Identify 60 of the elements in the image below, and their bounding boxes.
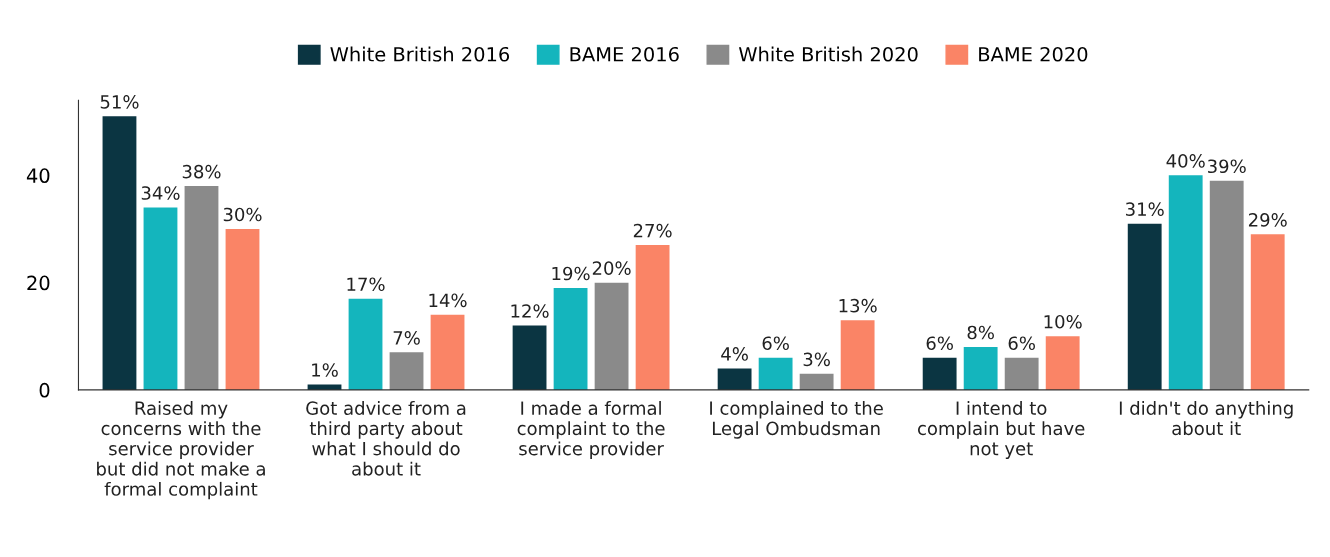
bar bbox=[963, 346, 998, 390]
data-label: 1% bbox=[312, 363, 338, 377]
x-tick-label: Got advice from a third party about what I should do about it bbox=[306, 401, 466, 476]
bar bbox=[1045, 336, 1080, 390]
legend-label: BAME 2016 bbox=[570, 46, 679, 62]
bar bbox=[635, 245, 670, 390]
data-label: 7% bbox=[393, 331, 420, 345]
bar bbox=[717, 368, 752, 390]
data-label: 34% bbox=[141, 186, 180, 200]
bar bbox=[348, 298, 383, 390]
bar bbox=[184, 186, 219, 390]
data-label: 29% bbox=[1248, 213, 1287, 227]
data-label: 20% bbox=[592, 261, 631, 275]
y-tick-label: 20 bbox=[27, 275, 50, 291]
bar bbox=[1004, 357, 1039, 390]
legend-label: White British 2020 bbox=[738, 46, 918, 62]
data-label: 13% bbox=[839, 298, 877, 313]
x-tick-label: I didn't do anything about it bbox=[1119, 401, 1293, 436]
bar bbox=[102, 116, 137, 390]
y-tick-label: 0 bbox=[39, 382, 50, 398]
legend-label: White British 2016 bbox=[330, 46, 510, 62]
data-label: 10% bbox=[1044, 314, 1082, 329]
data-label: 8% bbox=[967, 325, 994, 340]
bar bbox=[799, 373, 834, 390]
data-label: 14% bbox=[429, 293, 467, 308]
data-label: 38% bbox=[182, 164, 221, 179]
data-label: 17% bbox=[347, 277, 385, 292]
bar bbox=[1127, 223, 1162, 390]
bar bbox=[758, 357, 793, 390]
x-tick-label: I intend to complain but have not yet bbox=[917, 401, 1085, 459]
bar bbox=[1209, 180, 1244, 390]
data-label: 3% bbox=[803, 352, 830, 367]
bar bbox=[922, 357, 957, 390]
data-label: 27% bbox=[633, 223, 672, 238]
bar bbox=[225, 228, 260, 390]
bar bbox=[1250, 234, 1285, 390]
legend-label: BAME 2020 bbox=[979, 46, 1088, 62]
y-tick-label: 40 bbox=[26, 168, 50, 184]
bar bbox=[553, 287, 588, 390]
data-label: 40% bbox=[1166, 154, 1205, 168]
data-label: 19% bbox=[552, 266, 590, 281]
data-label: 51% bbox=[100, 95, 139, 109]
data-label: 30% bbox=[223, 207, 262, 222]
bar bbox=[143, 207, 178, 390]
data-label: 39% bbox=[1208, 159, 1246, 174]
bar bbox=[840, 320, 875, 390]
data-label: 6% bbox=[926, 336, 953, 351]
data-label: 6% bbox=[762, 336, 789, 351]
data-label: 6% bbox=[1008, 336, 1035, 351]
bar bbox=[512, 325, 547, 390]
data-label: 31% bbox=[1126, 202, 1164, 216]
bar bbox=[594, 282, 629, 390]
x-tick-label: I made a formal complaint to the service provider bbox=[517, 401, 665, 459]
x-tick-label: I complained to the Legal Ombudsman bbox=[710, 401, 883, 439]
bar bbox=[389, 352, 424, 390]
bar bbox=[1168, 175, 1203, 390]
data-label: 4% bbox=[721, 347, 748, 361]
bar bbox=[430, 314, 465, 390]
data-label: 12% bbox=[511, 304, 549, 318]
x-tick-label: Raised my concerns with the service provider but did not make a formal complaint bbox=[97, 401, 265, 500]
